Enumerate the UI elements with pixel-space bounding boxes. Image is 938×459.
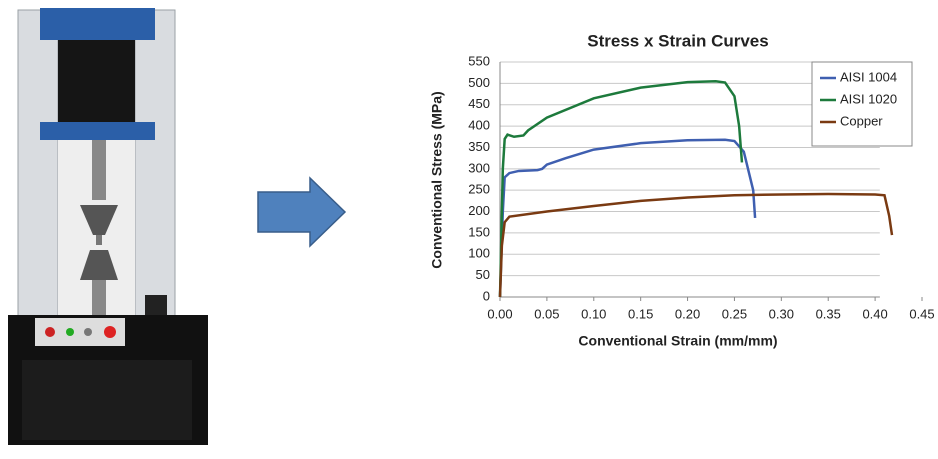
x-tick-label: 0.35 (816, 306, 841, 321)
x-tick-label: 0.20 (675, 306, 700, 321)
y-axis-label: Conventional Stress (MPa) (429, 91, 445, 268)
y-tick-label: 150 (468, 224, 490, 239)
x-tick-label: 0.30 (769, 306, 794, 321)
series-line (500, 140, 755, 297)
x-tick-label: 0.05 (534, 306, 559, 321)
x-tick-label: 0.25 (722, 306, 747, 321)
series-line (500, 194, 892, 297)
y-tick-label: 450 (468, 96, 490, 111)
y-tick-label: 350 (468, 139, 490, 154)
y-tick-label: 500 (468, 75, 490, 90)
y-tick-label: 250 (468, 182, 490, 197)
y-tick-label: 550 (468, 53, 490, 68)
y-tick-label: 400 (468, 118, 490, 133)
legend-label: AISI 1020 (840, 91, 897, 106)
legend-label: Copper (840, 113, 883, 128)
y-tick-label: 0 (483, 288, 490, 303)
chart-title: Stress x Strain Curves (587, 31, 768, 50)
scene: Stress x Strain Curves Conventional Stra… (0, 0, 938, 459)
x-tick-label: 0.40 (862, 306, 887, 321)
x-tick-label: 0.10 (581, 306, 606, 321)
legend-label: AISI 1004 (840, 69, 897, 84)
testing-machine (8, 8, 208, 445)
y-tick-label: 300 (468, 160, 490, 175)
x-axis-label: Conventional Strain (mm/mm) (578, 333, 777, 349)
series-line (500, 81, 742, 297)
arrow (258, 178, 345, 246)
y-tick-label: 200 (468, 203, 490, 218)
y-tick-label: 50 (476, 267, 490, 282)
y-tick-label: 100 (468, 246, 490, 261)
x-tick-label: 0.45 (909, 306, 934, 321)
page: Stress x Strain Curves Conventional Stra… (0, 0, 938, 459)
x-tick-label: 0.15 (628, 306, 653, 321)
x-tick-label: 0.00 (487, 306, 512, 321)
